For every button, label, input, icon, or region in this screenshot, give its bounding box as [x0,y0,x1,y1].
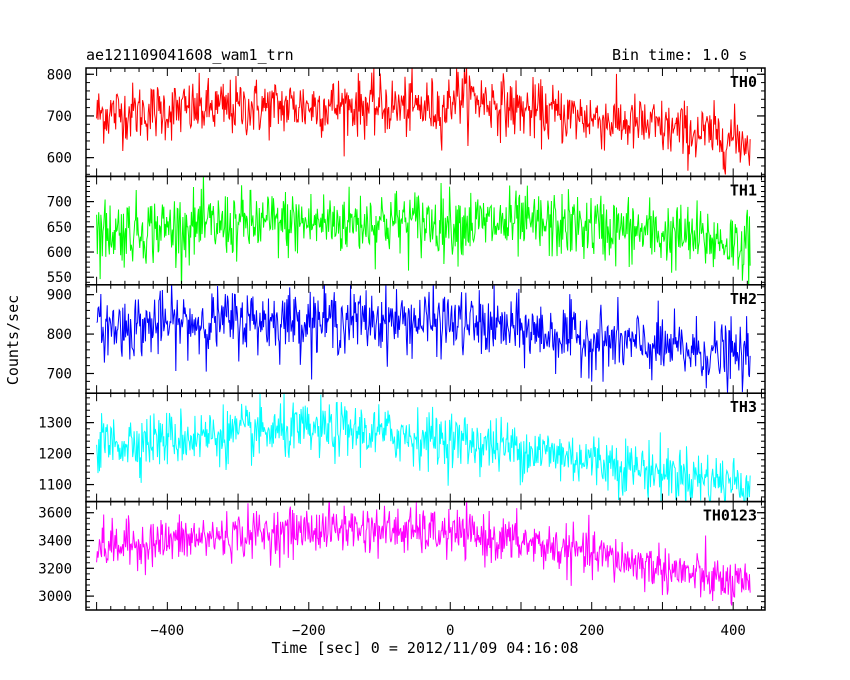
chart-title: ae121109041608_wam1_trn [86,46,294,64]
y-tick-label: 1200 [38,447,72,463]
y-tick-label: 1300 [38,416,72,432]
y-tick-label: 3400 [38,534,72,550]
y-tick-label: 700 [47,366,72,382]
y-tick-label: 3000 [38,589,72,605]
y-tick-label: 800 [47,327,72,343]
series-line-th0 [96,68,751,175]
y-tick-label: 900 [47,288,72,304]
y-tick-label: 3200 [38,561,72,577]
panel-frame [85,67,766,178]
panel-th2: 700 800 900 TH2 [47,284,766,394]
panel-label: TH0123 [703,507,757,525]
x-tick-label: 0 [446,623,454,639]
x-axis-label: Time [sec] 0 = 2012/11/09 04:16:08 [271,639,578,657]
panel-th0123: 3000 3200 3400 3600 TH0123 [38,500,766,611]
y-tick-label: 650 [47,220,72,236]
y-tick-label: 700 [47,109,72,125]
panel-label: TH1 [730,181,757,199]
y-tick-label: 600 [47,151,72,167]
series-line-th0123 [96,501,751,606]
series-line-th2 [96,284,751,394]
y-tick-label: 1100 [38,478,72,494]
y-tick-label: 600 [47,245,72,261]
x-tick-label: −400 [150,623,184,639]
panel-th3: 1100 1200 1300 TH3 [38,392,766,503]
y-tick-label: 700 [47,195,72,211]
panel-label: TH3 [730,398,757,416]
panel-label: TH0 [730,73,757,91]
series-line-th1 [96,176,751,285]
series-line-th3 [96,393,751,502]
panel-label: TH2 [730,290,757,308]
panel-frame [85,392,766,503]
panel-frame [85,500,766,611]
y-tick-label: 3600 [38,506,72,522]
y-tick-label: 800 [47,67,72,83]
panels-group: 600 700 800 TH0 550 600 650 700 TH1 700 800 900 TH2 1… [38,67,766,639]
panel-th0: 600 700 800 TH0 [47,67,766,178]
panel-th1: 550 600 650 700 TH1 [47,175,766,286]
x-tick-label: 200 [579,623,604,639]
x-tick-label: 400 [721,623,746,639]
bin-time-label: Bin time: 1.0 s [612,46,747,64]
y-tick-label: 550 [47,270,72,286]
y-axis-label: Counts/sec [4,295,22,385]
x-tick-label: −200 [292,623,326,639]
